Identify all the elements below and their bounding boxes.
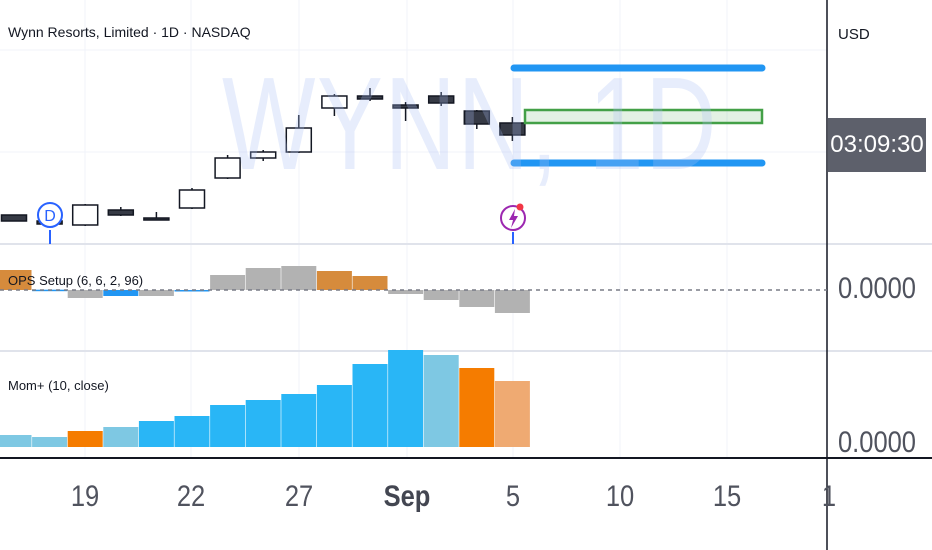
candle-body [0, 214, 28, 222]
x-tick-label: 27 [284, 480, 314, 513]
x-tick-label: 19 [70, 480, 100, 513]
ops-bar [210, 275, 246, 290]
candle-body [143, 217, 170, 221]
mom-bar [352, 364, 388, 447]
dividend-marker-circle [37, 202, 63, 228]
ops-setup-histogram [0, 266, 530, 313]
ops-bar [388, 290, 424, 294]
ops-bar [423, 290, 459, 300]
mom-bar [423, 355, 459, 447]
ops-setup-label[interactable]: OPS Setup (6, 6, 2, 96) [8, 273, 144, 288]
mom-bar [388, 350, 424, 447]
candle-body [107, 209, 135, 216]
mom-bar [210, 405, 246, 447]
candle-body [392, 104, 419, 109]
lightning-icon [509, 209, 518, 228]
mom-bar [32, 437, 68, 447]
candle-body [321, 95, 348, 109]
ops-bar [138, 290, 174, 296]
candle-body [499, 122, 526, 136]
mom-bar [459, 368, 495, 447]
candle-body [463, 110, 491, 125]
x-tick-label: 1 [821, 480, 837, 513]
ops-bar [245, 268, 281, 290]
x-tick-label: 5 [505, 480, 521, 513]
mom-bar [0, 435, 32, 447]
ops-bar [352, 276, 388, 290]
mom-bar [316, 385, 352, 447]
candlestick-series [0, 88, 526, 226]
bar-countdown-label: 03:09:30 [828, 118, 926, 172]
projection-middle-zone [523, 108, 764, 125]
dividend-marker[interactable]: D [37, 202, 63, 244]
x-tick-label: 15 [712, 480, 742, 513]
currency-selector[interactable]: USD [838, 26, 870, 43]
ops-bar [103, 290, 139, 296]
mom-bar [174, 416, 210, 447]
ops-bar [459, 290, 495, 307]
mom-bar [138, 421, 174, 447]
mom-value-label: 0.0000 [838, 426, 917, 459]
candle-body [285, 127, 313, 153]
mom-plus-histogram [0, 350, 530, 447]
earnings-alert-dot [516, 203, 524, 211]
mom-bar [494, 381, 530, 447]
mom-plus-label[interactable]: Mom+ (10, close) [8, 378, 109, 393]
mom-bar [67, 431, 103, 447]
dividend-marker-letter: D [44, 208, 56, 225]
ops-bar [67, 290, 103, 298]
mom-bar [281, 394, 317, 447]
candle-body [214, 157, 241, 179]
candle-body [71, 204, 99, 226]
x-tick-label: 22 [176, 480, 206, 513]
candle-body [356, 95, 384, 100]
candle-body [178, 189, 206, 209]
ops-value-label: 0.0000 [838, 272, 917, 305]
mom-bar [103, 427, 139, 447]
candle-body [249, 151, 277, 159]
ops-bar [494, 290, 530, 313]
mom-bar [245, 400, 281, 447]
candle-body [427, 95, 455, 104]
ops-bar [0, 270, 32, 290]
ops-bar [316, 271, 352, 290]
x-tick-label: Sep [383, 480, 431, 513]
projection-lines[interactable] [510, 64, 766, 167]
earnings-marker[interactable] [500, 203, 526, 245]
ops-bar [281, 266, 317, 290]
x-tick-label: 10 [605, 480, 635, 513]
chart-title[interactable]: Wynn Resorts, Limited · 1D · NASDAQ [8, 24, 251, 40]
